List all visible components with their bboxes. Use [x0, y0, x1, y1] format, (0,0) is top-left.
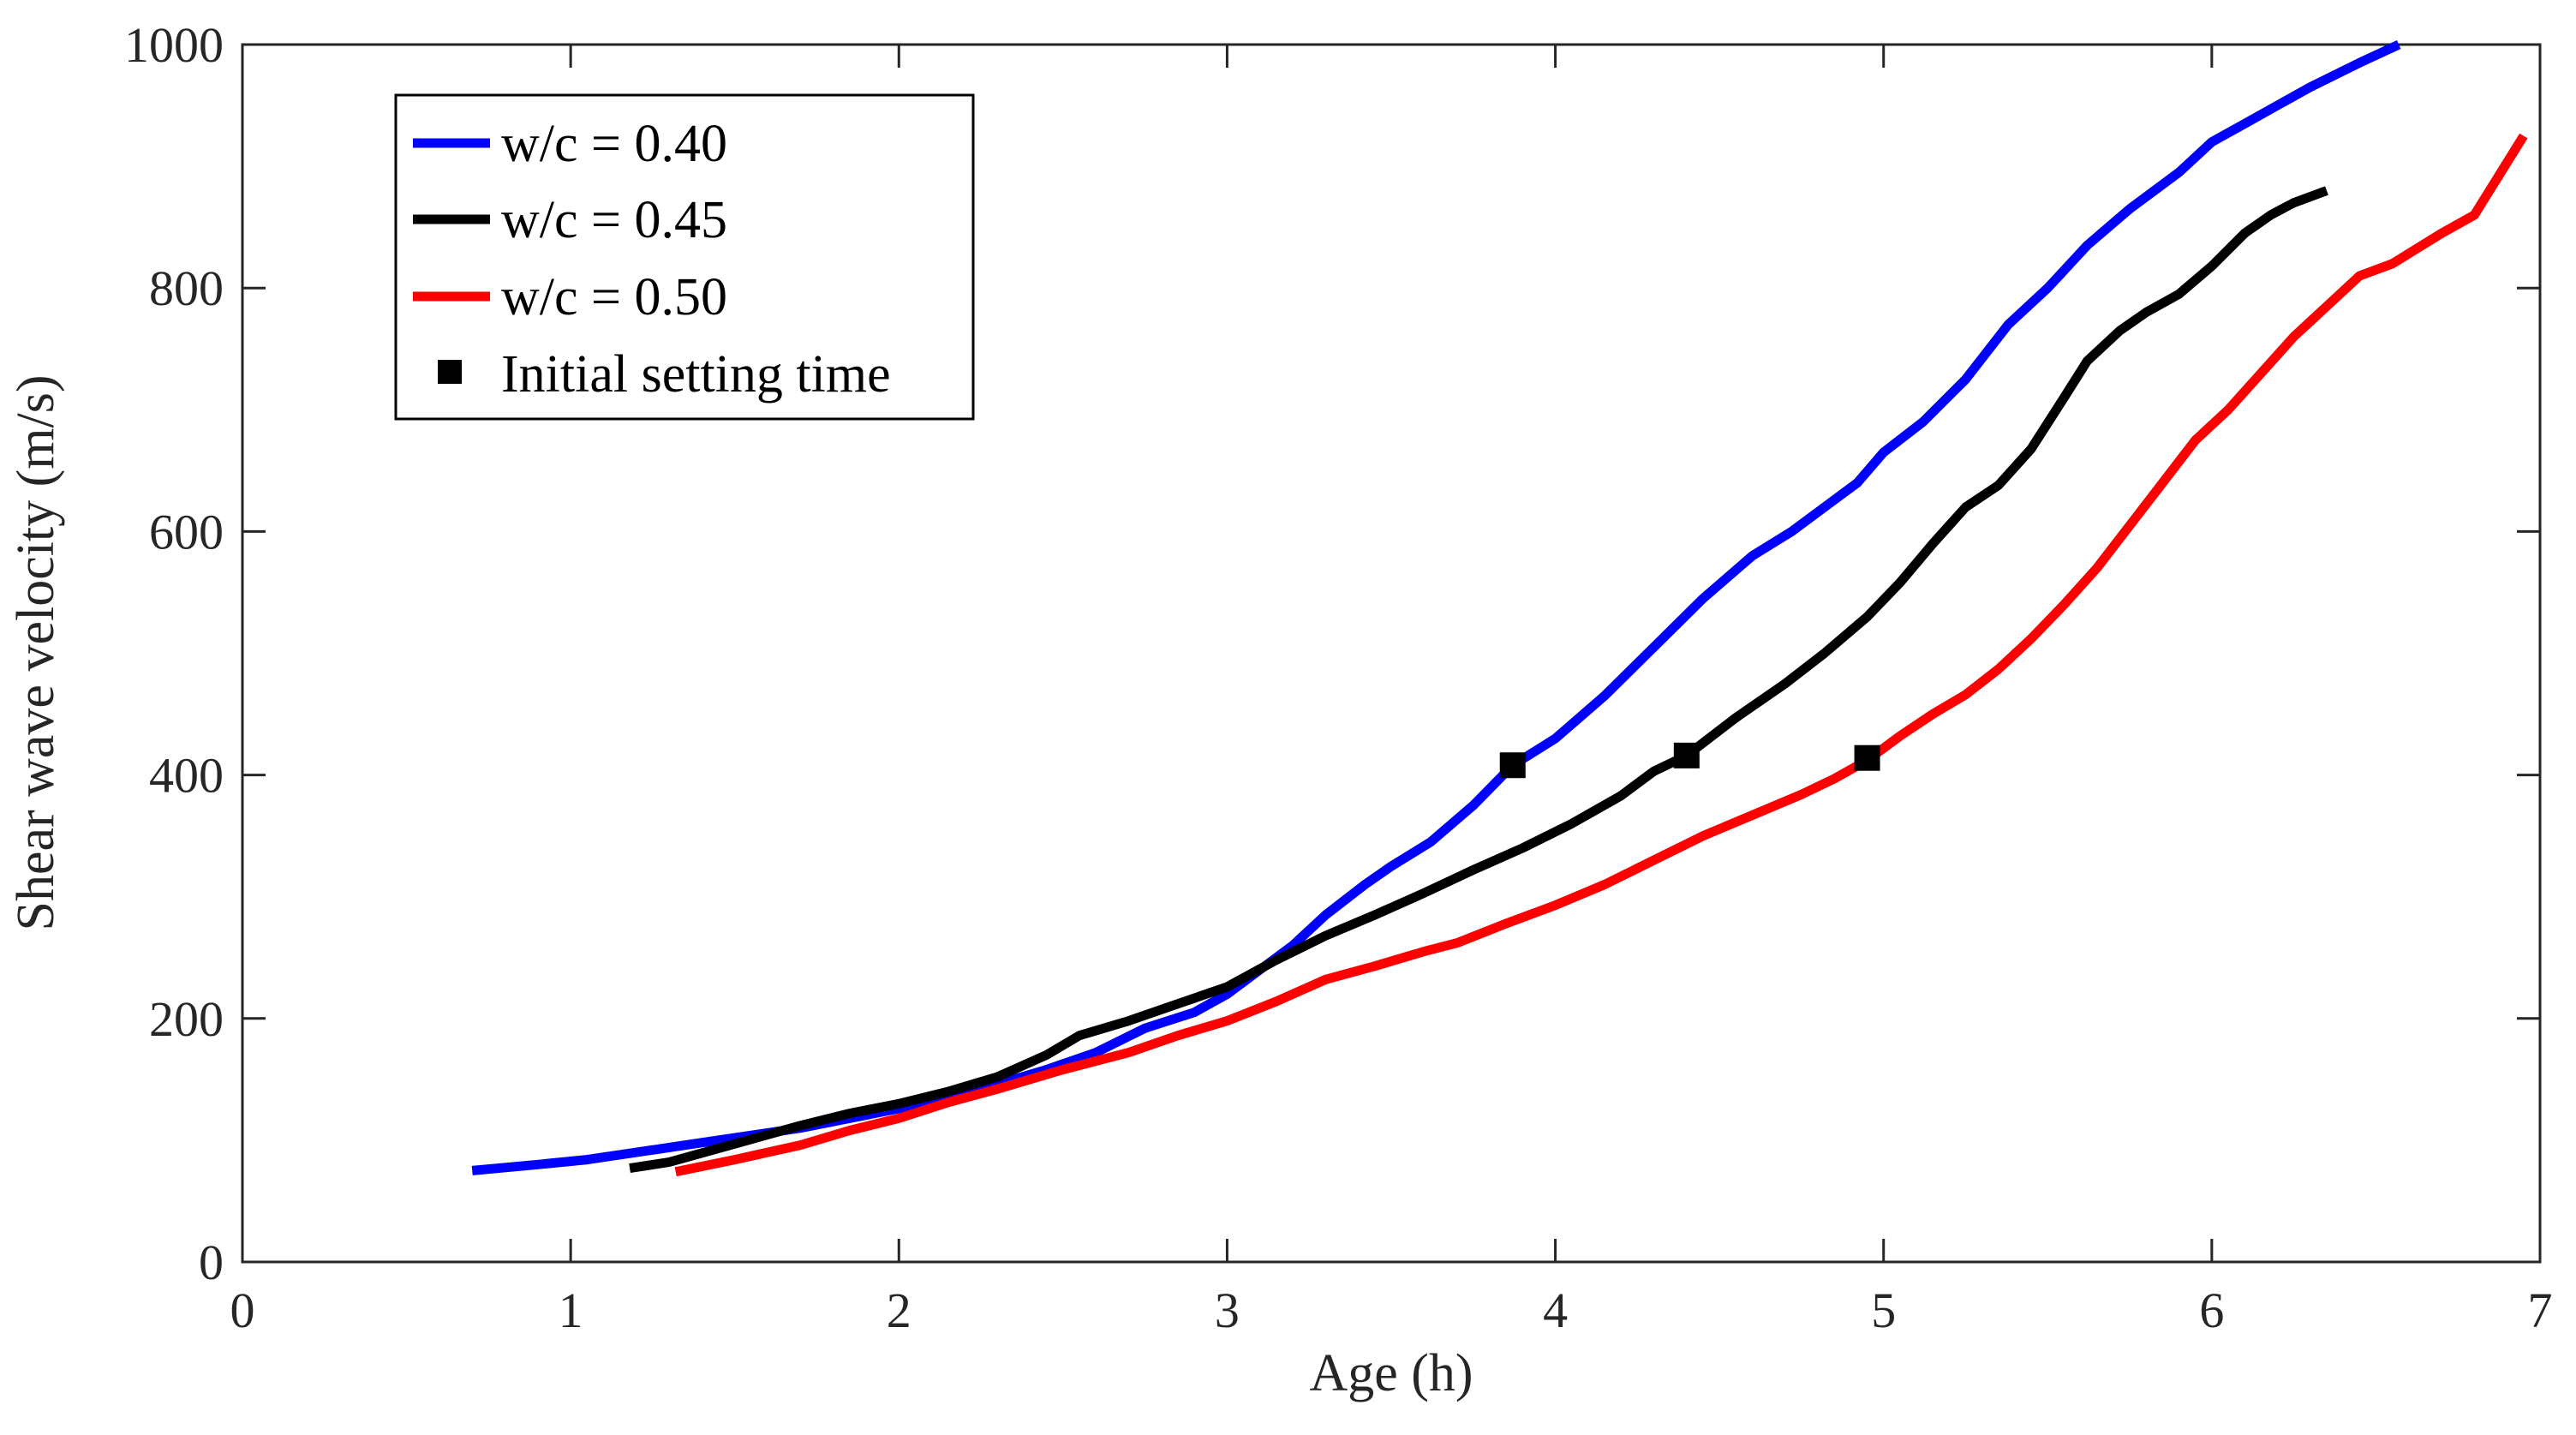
y-tick-label: 800	[149, 260, 224, 316]
axis-ticks	[241, 43, 2542, 1264]
x-tick-label: 6	[2199, 1283, 2224, 1338]
initial-setting-marker	[1673, 742, 1700, 768]
x-tick-label: 0	[230, 1283, 255, 1338]
x-tick-label: 1	[559, 1283, 583, 1338]
initial-setting-marker	[1854, 744, 1880, 771]
series-layer	[471, 40, 2528, 1177]
marker-layer	[1499, 742, 1880, 779]
y-tick-label: 200	[149, 991, 224, 1047]
series-line-wc-040	[471, 40, 2401, 1175]
legend: w/c = 0.40 w/c = 0.45 w/c = 0.50 Initial…	[394, 93, 975, 421]
legend-label-initial-setting: Initial setting time	[501, 345, 891, 404]
series-line-wc-045	[629, 186, 2328, 1174]
y-tick-label: 600	[149, 504, 224, 559]
legend-label-wc-045: w/c = 0.45	[501, 191, 727, 249]
tick-labels: 0 1 2 3 4 5 6 7 0 200 400 600 800 1000	[124, 17, 2553, 1338]
legend-label-wc-050: w/c = 0.50	[501, 268, 727, 326]
y-tick-label: 1000	[124, 17, 224, 73]
series-line-wc-050	[674, 133, 2528, 1177]
x-tick-label: 3	[1215, 1283, 1240, 1338]
legend-box	[394, 93, 975, 421]
initial-setting-marker	[1499, 752, 1526, 779]
y-axis-title: Shear wave velocity (m/s)	[7, 374, 65, 930]
legend-marker-initial-setting	[438, 360, 462, 384]
x-tick-label: 4	[1543, 1283, 1568, 1338]
y-tick-label: 0	[199, 1235, 224, 1290]
x-tick-label: 2	[887, 1283, 911, 1338]
x-axis-title: Age (h)	[1309, 1344, 1473, 1402]
x-tick-label: 7	[2528, 1283, 2553, 1338]
x-tick-label: 5	[1871, 1283, 1896, 1338]
legend-label-wc-040: w/c = 0.40	[501, 115, 727, 173]
y-tick-label: 400	[149, 748, 224, 804]
